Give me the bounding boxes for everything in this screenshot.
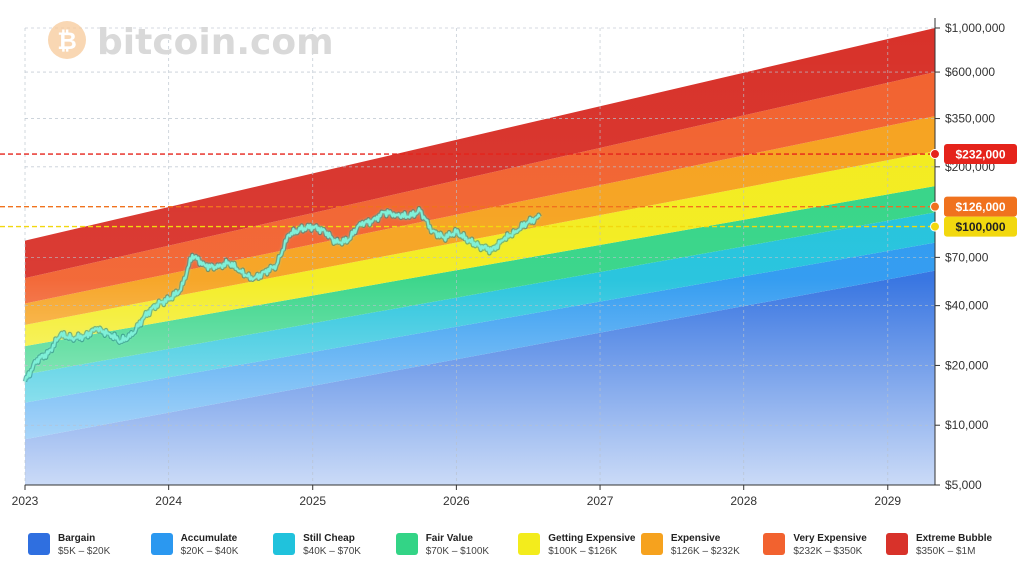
level-dot xyxy=(930,201,940,212)
legend-swatch xyxy=(640,533,663,555)
y-tick-label: $70,000 xyxy=(945,250,989,264)
legend-text: Bargain $5K – $20K xyxy=(58,532,110,558)
legend-band-range: $100K – $126K xyxy=(548,546,618,557)
band-fade-overlay xyxy=(25,28,935,485)
bitcoin-logo-symbol: ₿ xyxy=(57,27,77,55)
level-tag xyxy=(944,144,1017,165)
legend-item: Still Cheap $40K – $70K xyxy=(273,532,391,572)
legend-band-name: Still Cheap xyxy=(303,533,355,544)
level-dot xyxy=(930,221,940,232)
legend-text: Fair Value $70K – $100K xyxy=(426,532,489,558)
y-tick-label: $350,000 xyxy=(945,112,995,126)
price-series xyxy=(22,205,542,383)
level-label: $126,000 xyxy=(955,200,1005,214)
legend-band-name: Extreme Bubble xyxy=(915,533,993,544)
legend-swatch xyxy=(150,533,173,555)
legend-band-range: $5K – $20K xyxy=(58,546,111,557)
legend-text: Very Expensive $232K – $350K xyxy=(793,532,866,558)
bitcoin-com-logo: ₿ bitcoin.com xyxy=(48,21,334,63)
x-tick-label: 2029 xyxy=(874,494,901,508)
bitcoin-logo-icon xyxy=(48,21,86,59)
legend-band-name: Bargain xyxy=(58,533,96,544)
y-tick-label: $10,000 xyxy=(945,418,989,432)
grid-lines xyxy=(24,27,935,486)
legend-text: Still Cheap $40K – $70K xyxy=(303,532,361,558)
legend-item: Expensive $126K – $232K xyxy=(640,532,759,572)
legend-text: Expensive $126K – $232K xyxy=(671,532,740,558)
x-tick-label: 2023 xyxy=(12,494,39,508)
legend-band-name: Fair Value xyxy=(425,533,473,544)
legend-item: Fair Value $70K – $100K xyxy=(395,532,514,572)
bitcoin-logo-text: bitcoin.com xyxy=(97,22,334,63)
legend-item: Bargain $5K – $20K xyxy=(28,532,146,572)
x-tick-label: 2025 xyxy=(299,494,326,508)
legend-swatch xyxy=(518,533,541,555)
level-dot xyxy=(930,149,940,160)
y-tick-label: $5,000 xyxy=(945,478,982,492)
rainbow-price-chart: $1,000,000$600,000$350,000$200,000$70,00… xyxy=(0,18,1017,508)
legend-band-name: Expensive xyxy=(670,533,721,544)
legend-band-name: Very Expensive xyxy=(793,533,867,544)
chart-legend: Bargain $5K – $20K Accumulate $20K – $40K St… xyxy=(28,532,1004,572)
y-tick-label: $600,000 xyxy=(945,65,995,79)
x-tick-label: 2024 xyxy=(155,494,182,508)
legend-swatch xyxy=(273,533,296,555)
legend-swatch xyxy=(885,533,908,555)
legend-band-range: $20K – $40K xyxy=(180,546,239,557)
level-label: $100,000 xyxy=(955,220,1005,234)
level-tag xyxy=(944,196,1017,217)
legend-band-name: Getting Expensive xyxy=(548,533,636,544)
legend-band-range: $350K – $1M xyxy=(915,546,976,557)
legend-item: Very Expensive $232K – $350K xyxy=(763,532,881,572)
legend-band-range: $126K – $232K xyxy=(670,546,740,557)
legend-text: Getting Expensive $100K – $126K xyxy=(548,532,635,558)
price-line xyxy=(24,207,541,382)
legend-band-name: Accumulate xyxy=(180,533,238,544)
x-tick-label: 2026 xyxy=(443,494,470,508)
legend-text: Accumulate $20K – $40K xyxy=(181,532,239,558)
level-tag xyxy=(944,216,1017,237)
legend-text: Extreme Bubble $350K – $1M xyxy=(916,532,992,558)
legend-band-range: $40K – $70K xyxy=(303,546,361,557)
y-tick-label: $40,000 xyxy=(945,299,989,313)
legend-item: Getting Expensive $100K – $126K xyxy=(518,532,636,572)
legend-band-range: $70K – $100K xyxy=(425,546,490,557)
legend-item: Accumulate $20K – $40K xyxy=(150,532,269,572)
x-tick-label: 2027 xyxy=(587,494,614,508)
legend-band-range: $232K – $350K xyxy=(793,546,863,557)
x-tick-label: 2028 xyxy=(730,494,757,508)
legend-swatch xyxy=(395,533,418,555)
level-label: $232,000 xyxy=(955,148,1005,162)
legend-item: Extreme Bubble $350K – $1M xyxy=(885,532,1004,572)
legend-swatch xyxy=(763,533,786,555)
y-tick-label: $1,000,000 xyxy=(945,21,1005,35)
price-levels: $232,000 $126,000 $100,000 xyxy=(0,144,1017,237)
y-tick-label: $20,000 xyxy=(945,358,989,372)
legend-swatch xyxy=(28,533,50,555)
